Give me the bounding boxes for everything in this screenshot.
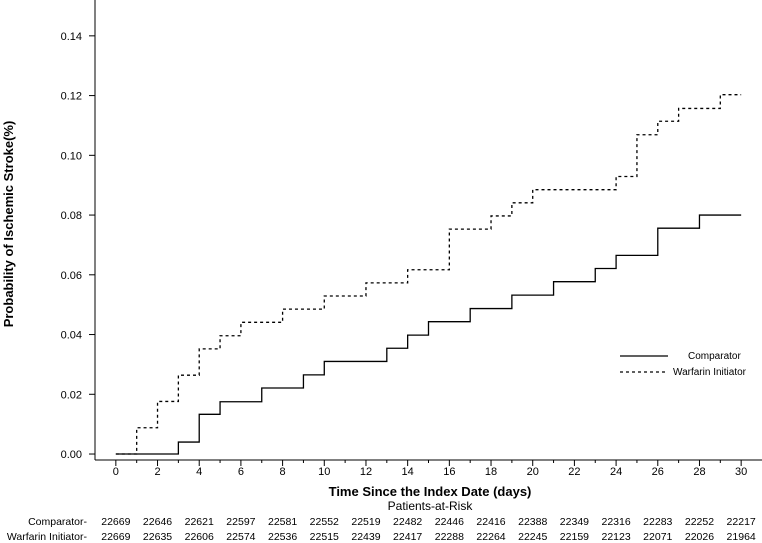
x-tick-label: 28	[693, 466, 705, 478]
risk-cell: 22026	[685, 531, 714, 543]
x-tick-label: 8	[280, 466, 286, 478]
risk-cell: 22519	[351, 516, 380, 528]
x-tick-label: 14	[402, 466, 414, 478]
x-tick-label: 12	[360, 466, 372, 478]
risk-cell: 22349	[560, 516, 589, 528]
risk-cell: 22123	[601, 531, 630, 543]
y-axis-title: Probability of Ischemic Stroke(%)	[1, 121, 16, 328]
risk-cell: 22515	[310, 531, 339, 543]
risk-row-label-comparator: Comparator-	[28, 516, 87, 528]
risk-cell: 22646	[143, 516, 172, 528]
risk-cell: 22217	[727, 516, 756, 528]
series-line-warfarin-initiator	[115, 94, 742, 455]
x-tick-label: 16	[443, 466, 455, 478]
risk-cell: 22316	[601, 516, 630, 528]
risk-cell: 22597	[226, 516, 255, 528]
x-tick-label: 26	[652, 466, 664, 478]
risk-cell: 22621	[185, 516, 214, 528]
x-tick-label: 0	[113, 466, 119, 478]
risk-cell: 22574	[226, 531, 255, 543]
risk-table-values: 22669 22646 22621 22597 22581 22552 22519 22482…	[101, 516, 756, 543]
risk-table-title: Patients-at-Risk	[388, 499, 474, 513]
x-tick-label: 22	[568, 466, 580, 478]
y-tick-label: 0.04	[61, 330, 82, 342]
risk-cell: 22536	[268, 531, 297, 543]
risk-cell: 22635	[143, 531, 172, 543]
risk-cell: 22071	[643, 531, 672, 543]
risk-cell: 21964	[727, 531, 756, 543]
risk-cell: 22288	[435, 531, 464, 543]
risk-cell: 22283	[643, 516, 672, 528]
risk-row-label-warfarin: Warfarin Initiator-	[7, 531, 88, 543]
series-line-comparator	[115, 214, 742, 455]
x-tick-label: 4	[196, 466, 202, 478]
risk-cell: 22606	[185, 531, 214, 543]
risk-cell: 22669	[101, 531, 130, 543]
risk-cell: 22581	[268, 516, 297, 528]
risk-cell: 22245	[518, 531, 547, 543]
legend-label-comparator: Comparator	[688, 351, 741, 362]
risk-cell: 22446	[435, 516, 464, 528]
y-tick-label: 0.06	[61, 270, 82, 282]
y-tick-label: 0.14	[61, 31, 82, 43]
risk-cell: 22416	[476, 516, 505, 528]
risk-cell: 22264	[476, 531, 505, 543]
risk-cell: 22482	[393, 516, 422, 528]
y-tick-label: 0.12	[61, 91, 82, 103]
axes: 0.000.020.040.060.080.100.120.140 2 4 6 8 10 1…	[61, 0, 762, 478]
y-tick-label: 0.02	[61, 389, 82, 401]
series-lines	[115, 94, 742, 455]
risk-cell: 22552	[310, 516, 339, 528]
risk-cell: 22159	[560, 531, 589, 543]
x-tick-label: 18	[485, 466, 497, 478]
x-tick-label: 2	[154, 466, 160, 478]
x-tick-label: 20	[527, 466, 539, 478]
x-tick-label: 24	[610, 466, 622, 478]
x-tick-label: 6	[238, 466, 244, 478]
legend: Comparator Warfarin Initiator	[620, 351, 747, 378]
risk-cell: 22439	[351, 531, 380, 543]
x-tick-label: 30	[735, 466, 747, 478]
x-tick-label: 10	[318, 466, 330, 478]
y-tick-label: 0.08	[61, 210, 82, 222]
y-tick-label: 0.10	[61, 150, 82, 162]
risk-cell: 22388	[518, 516, 547, 528]
y-tick-label: 0.00	[61, 449, 82, 461]
risk-cell: 22417	[393, 531, 422, 543]
legend-label-warfarin: Warfarin Initiator	[673, 367, 747, 378]
risk-cell: 22252	[685, 516, 714, 528]
x-axis-title: Time Since the Index Date (days)	[329, 484, 532, 499]
risk-cell: 22669	[101, 516, 130, 528]
